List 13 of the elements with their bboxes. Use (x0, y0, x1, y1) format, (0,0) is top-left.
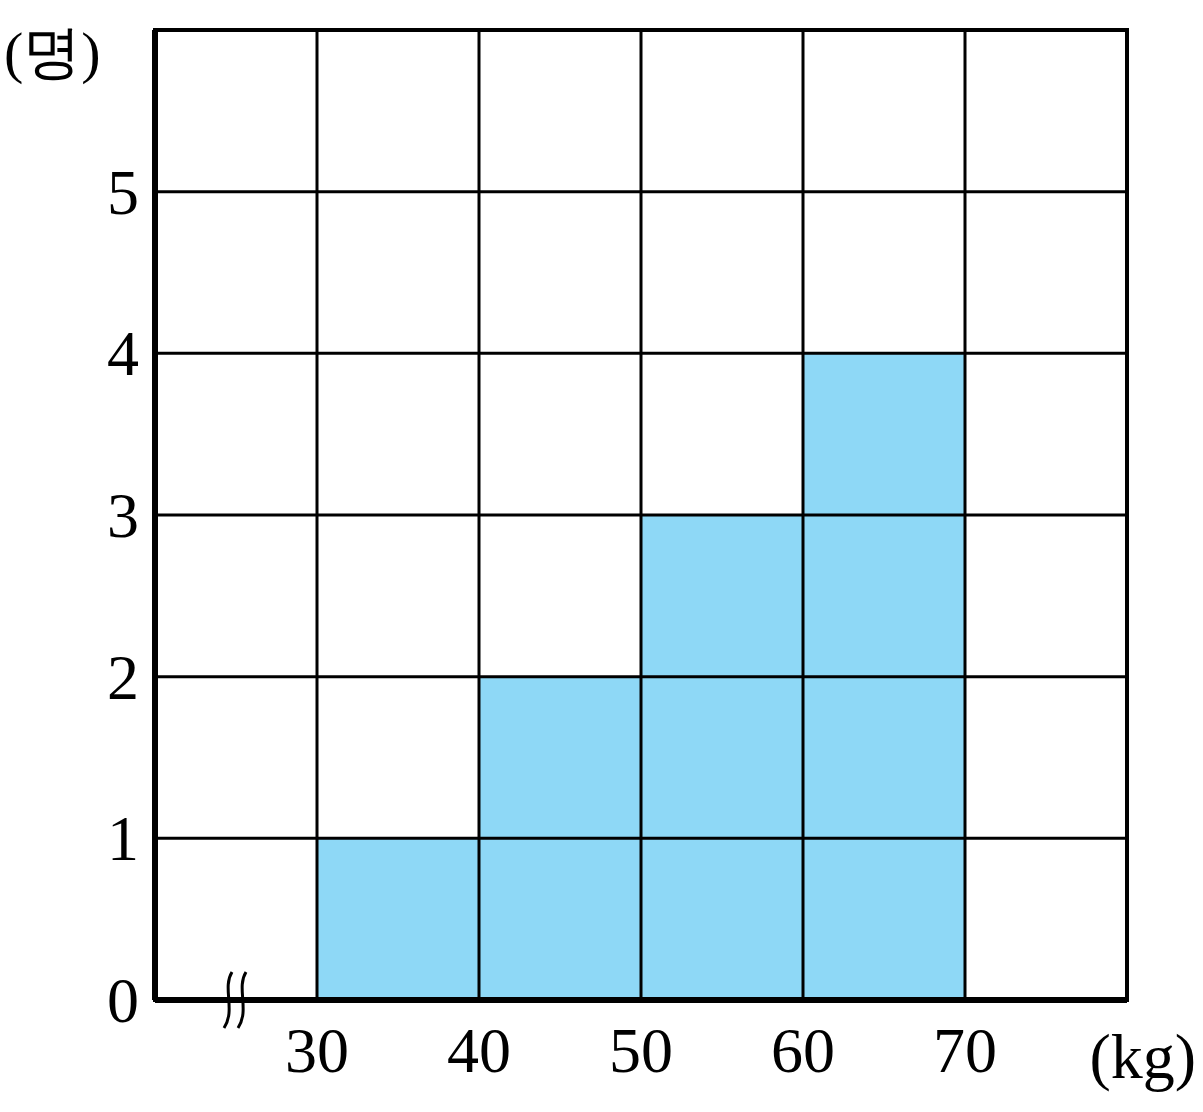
y-tick-label: 4 (107, 318, 139, 390)
x-tick-label: 60 (771, 1015, 835, 1086)
y-tick-label: 3 (107, 480, 139, 551)
y-axis-title: (명) (4, 20, 101, 85)
y-tick-label: 1 (107, 803, 139, 875)
x-tick-label: 30 (285, 1015, 349, 1086)
y-tick-label: 0 (107, 965, 139, 1036)
x-axis-title: (kg) (1089, 1021, 1196, 1092)
x-tick-label: 40 (447, 1015, 511, 1086)
y-tick-label: 2 (107, 641, 139, 713)
y-tick-label: 5 (107, 156, 139, 228)
x-tick-label: 70 (933, 1015, 997, 1086)
x-tick-label: 50 (609, 1015, 673, 1086)
